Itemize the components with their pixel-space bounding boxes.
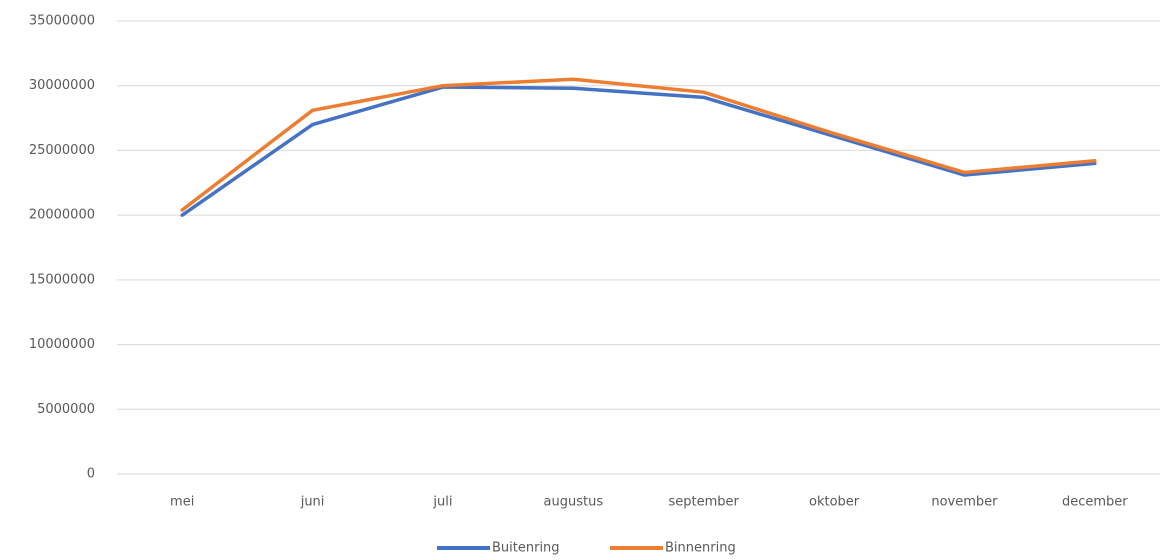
x-tick-label: september bbox=[668, 495, 739, 510]
y-tick-label: 0 bbox=[87, 467, 95, 482]
y-tick-label: 10000000 bbox=[29, 337, 95, 352]
legend-label: Buitenring bbox=[492, 541, 560, 556]
y-tick-label: 20000000 bbox=[29, 208, 95, 223]
legend-label: Binnenring bbox=[665, 541, 736, 556]
x-tick-label: december bbox=[1062, 495, 1128, 510]
x-tick-label: augustus bbox=[544, 495, 604, 510]
series-line bbox=[180, 77, 1097, 212]
x-tick-label: juni bbox=[300, 495, 325, 510]
x-tick-label: mei bbox=[170, 495, 194, 510]
series-line bbox=[180, 85, 1097, 217]
x-tick-label: november bbox=[931, 495, 998, 510]
y-tick-label: 5000000 bbox=[37, 402, 95, 417]
y-tick-label: 25000000 bbox=[29, 143, 95, 158]
y-tick-label: 35000000 bbox=[29, 14, 95, 29]
y-tick-label: 30000000 bbox=[29, 78, 95, 93]
x-tick-label: juli bbox=[432, 495, 452, 510]
x-tick-label: oktober bbox=[809, 495, 860, 510]
y-tick-label: 15000000 bbox=[29, 272, 95, 287]
